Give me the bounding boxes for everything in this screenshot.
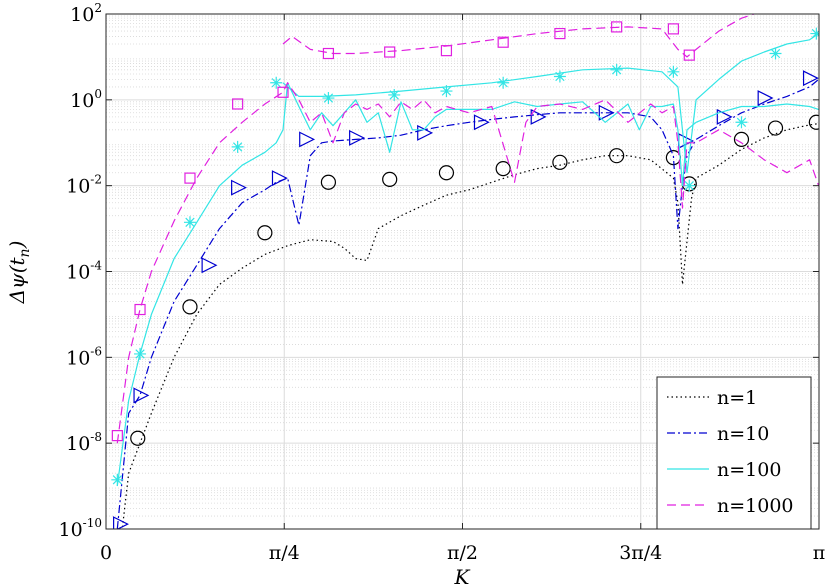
legend-item: n=1 (667, 387, 757, 409)
y-tick-label: 10-10 (58, 516, 102, 541)
x-tick-label: π (813, 542, 826, 564)
data-point-marker (716, 108, 733, 125)
y-tick-label: 10-6 (66, 344, 102, 369)
series-line (121, 123, 819, 529)
data-point-marker (440, 85, 453, 98)
x-axis-ticks: 0 π/4 π/2 3π/4 π (100, 14, 825, 564)
data-point-marker (611, 21, 623, 33)
data-point-marker (299, 131, 316, 148)
data-point-marker (130, 430, 146, 446)
y-axis-label: Δψ(tn) (5, 241, 33, 305)
legend-item: n=10 (667, 423, 769, 445)
data-point-marker (134, 303, 146, 316)
data-point-marker (440, 45, 453, 57)
data-point-marker (683, 49, 695, 61)
data-point-marker (598, 104, 615, 121)
data-point-marker (322, 92, 335, 105)
data-point-marker (231, 140, 244, 153)
y-tick-label: 102 (70, 1, 102, 26)
y-tick-label: 10-4 (66, 259, 102, 284)
x-tick-label: 0 (100, 542, 112, 564)
data-point-marker (808, 114, 819, 130)
x-tick-label: π/4 (269, 542, 300, 564)
series-envelope-line (282, 14, 756, 58)
legend-box (656, 376, 812, 530)
data-point-marker (231, 179, 247, 196)
data-point-marker (610, 63, 623, 76)
data-point-marker (495, 160, 511, 177)
data-point-marker (530, 108, 547, 125)
data-point-marker (182, 299, 198, 315)
data-point-marker (111, 473, 124, 486)
data-point-marker (802, 70, 819, 87)
data-point-marker (609, 148, 625, 164)
data-point-marker (134, 347, 147, 360)
data-point-marker (667, 65, 680, 78)
y-axis-ticks: 10-10 10-8 10-6 10-4 10-2 100 102 (58, 1, 819, 541)
series-line (116, 82, 819, 444)
data-point-marker (438, 165, 455, 181)
series-n=1000 (111, 14, 819, 444)
legend-label: n=1000 (717, 495, 794, 517)
data-point-marker (257, 225, 273, 241)
data-point-marker (349, 129, 365, 146)
series-envelope-line (282, 33, 819, 174)
data-point-marker (497, 36, 509, 48)
data-point-marker (497, 76, 510, 89)
data-point-marker (322, 47, 335, 60)
data-point-marker (320, 174, 337, 190)
data-point-marker (277, 86, 289, 98)
series-line (116, 82, 819, 487)
data-point-marker (382, 171, 398, 187)
series-n=100 (111, 27, 819, 487)
data-point-marker (111, 430, 123, 442)
data-point-marker (201, 257, 218, 274)
data-point-marker (388, 88, 401, 101)
x-tick-label: 3π/4 (619, 542, 662, 564)
data-point-marker (552, 154, 568, 170)
data-point-marker (667, 23, 679, 35)
data-point-marker (113, 516, 129, 529)
data-point-marker (683, 179, 696, 192)
y-tick-label: 10-8 (66, 430, 102, 455)
legend-item: n=1000 (667, 495, 794, 517)
data-point-marker (183, 216, 196, 229)
data-point-marker (133, 387, 150, 404)
data-point-marker (767, 120, 784, 136)
data-point-marker (232, 98, 244, 110)
data-point-marker (553, 70, 566, 83)
data-point-marker (384, 46, 396, 58)
legend-label: n=100 (717, 459, 781, 481)
y-tick-label: 100 (70, 87, 102, 112)
legend: n=1 n=10 n=100 n=1000 (656, 376, 812, 530)
data-point-marker (733, 131, 750, 147)
data-point-marker (757, 90, 774, 107)
legend-label: n=1 (717, 387, 757, 409)
data-point-marker (270, 76, 283, 89)
series-layer (111, 14, 819, 529)
y-tick-label: 10-2 (66, 173, 102, 198)
x-axis-label: K (454, 565, 471, 588)
legend-item: n=100 (667, 459, 781, 481)
legend-label: n=10 (717, 423, 769, 445)
data-point-marker (810, 27, 819, 40)
data-point-marker (554, 27, 566, 40)
data-point-marker (735, 116, 748, 129)
data-point-marker (184, 172, 196, 184)
data-point-marker (769, 47, 782, 60)
data-point-marker (473, 114, 490, 131)
data-point-marker (271, 170, 288, 187)
x-tick-label: π/2 (447, 542, 478, 564)
